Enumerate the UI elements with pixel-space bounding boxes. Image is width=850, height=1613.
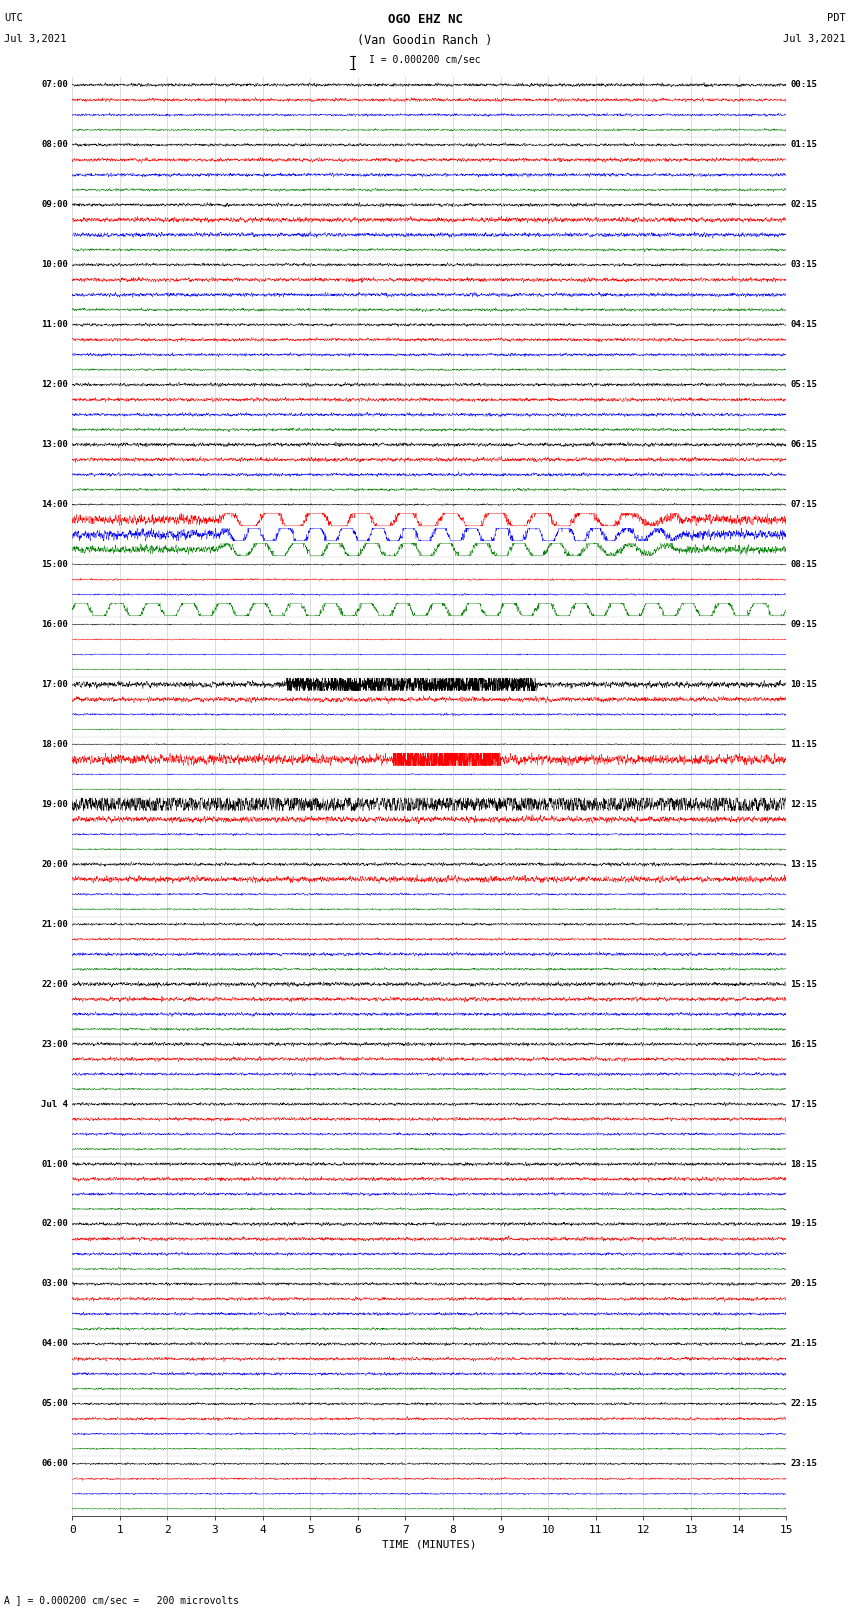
Text: 16:15: 16:15 <box>790 1040 818 1048</box>
Text: I = 0.000200 cm/sec: I = 0.000200 cm/sec <box>369 55 481 65</box>
Text: 19:15: 19:15 <box>790 1219 818 1229</box>
Text: Jul 3,2021: Jul 3,2021 <box>783 34 846 44</box>
Text: 17:00: 17:00 <box>41 681 68 689</box>
Text: 23:15: 23:15 <box>790 1460 818 1468</box>
Text: 20:15: 20:15 <box>790 1279 818 1289</box>
Text: Jul 3,2021: Jul 3,2021 <box>4 34 67 44</box>
Text: 06:15: 06:15 <box>790 440 818 448</box>
Text: 20:00: 20:00 <box>41 860 68 869</box>
Text: 03:00: 03:00 <box>41 1279 68 1289</box>
Text: 23:00: 23:00 <box>41 1040 68 1048</box>
Text: 02:15: 02:15 <box>790 200 818 210</box>
Text: 11:00: 11:00 <box>41 321 68 329</box>
Text: 04:00: 04:00 <box>41 1339 68 1348</box>
Text: Jul 4: Jul 4 <box>41 1100 68 1108</box>
Text: UTC: UTC <box>4 13 23 23</box>
Text: 22:15: 22:15 <box>790 1400 818 1408</box>
Text: 22:00: 22:00 <box>41 979 68 989</box>
Text: 00:15: 00:15 <box>790 81 818 89</box>
Text: 12:00: 12:00 <box>41 381 68 389</box>
Text: 04:15: 04:15 <box>790 321 818 329</box>
Text: 10:00: 10:00 <box>41 260 68 269</box>
Text: 08:15: 08:15 <box>790 560 818 569</box>
Text: 15:00: 15:00 <box>41 560 68 569</box>
Text: (Van Goodin Ranch ): (Van Goodin Ranch ) <box>357 34 493 47</box>
Text: OGO EHZ NC: OGO EHZ NC <box>388 13 462 26</box>
Text: 12:15: 12:15 <box>790 800 818 808</box>
Text: 08:00: 08:00 <box>41 140 68 150</box>
Text: 21:00: 21:00 <box>41 919 68 929</box>
Text: 13:15: 13:15 <box>790 860 818 869</box>
Text: A ] = 0.000200 cm/sec =   200 microvolts: A ] = 0.000200 cm/sec = 200 microvolts <box>4 1595 239 1605</box>
Text: 09:15: 09:15 <box>790 619 818 629</box>
Text: 09:00: 09:00 <box>41 200 68 210</box>
Text: 21:15: 21:15 <box>790 1339 818 1348</box>
Text: 14:00: 14:00 <box>41 500 68 510</box>
Text: 18:00: 18:00 <box>41 740 68 748</box>
Text: 06:00: 06:00 <box>41 1460 68 1468</box>
Text: 17:15: 17:15 <box>790 1100 818 1108</box>
Text: 05:15: 05:15 <box>790 381 818 389</box>
Text: 03:15: 03:15 <box>790 260 818 269</box>
Text: 11:15: 11:15 <box>790 740 818 748</box>
X-axis label: TIME (MINUTES): TIME (MINUTES) <box>382 1539 477 1550</box>
Text: 18:15: 18:15 <box>790 1160 818 1168</box>
Text: 01:15: 01:15 <box>790 140 818 150</box>
Text: 10:15: 10:15 <box>790 681 818 689</box>
Text: 05:00: 05:00 <box>41 1400 68 1408</box>
Text: 02:00: 02:00 <box>41 1219 68 1229</box>
Text: 14:15: 14:15 <box>790 919 818 929</box>
Text: 15:15: 15:15 <box>790 979 818 989</box>
Text: 16:00: 16:00 <box>41 619 68 629</box>
Text: 07:15: 07:15 <box>790 500 818 510</box>
Text: 01:00: 01:00 <box>41 1160 68 1168</box>
Text: 13:00: 13:00 <box>41 440 68 448</box>
Text: PDT: PDT <box>827 13 846 23</box>
Text: 07:00: 07:00 <box>41 81 68 89</box>
Text: 19:00: 19:00 <box>41 800 68 808</box>
